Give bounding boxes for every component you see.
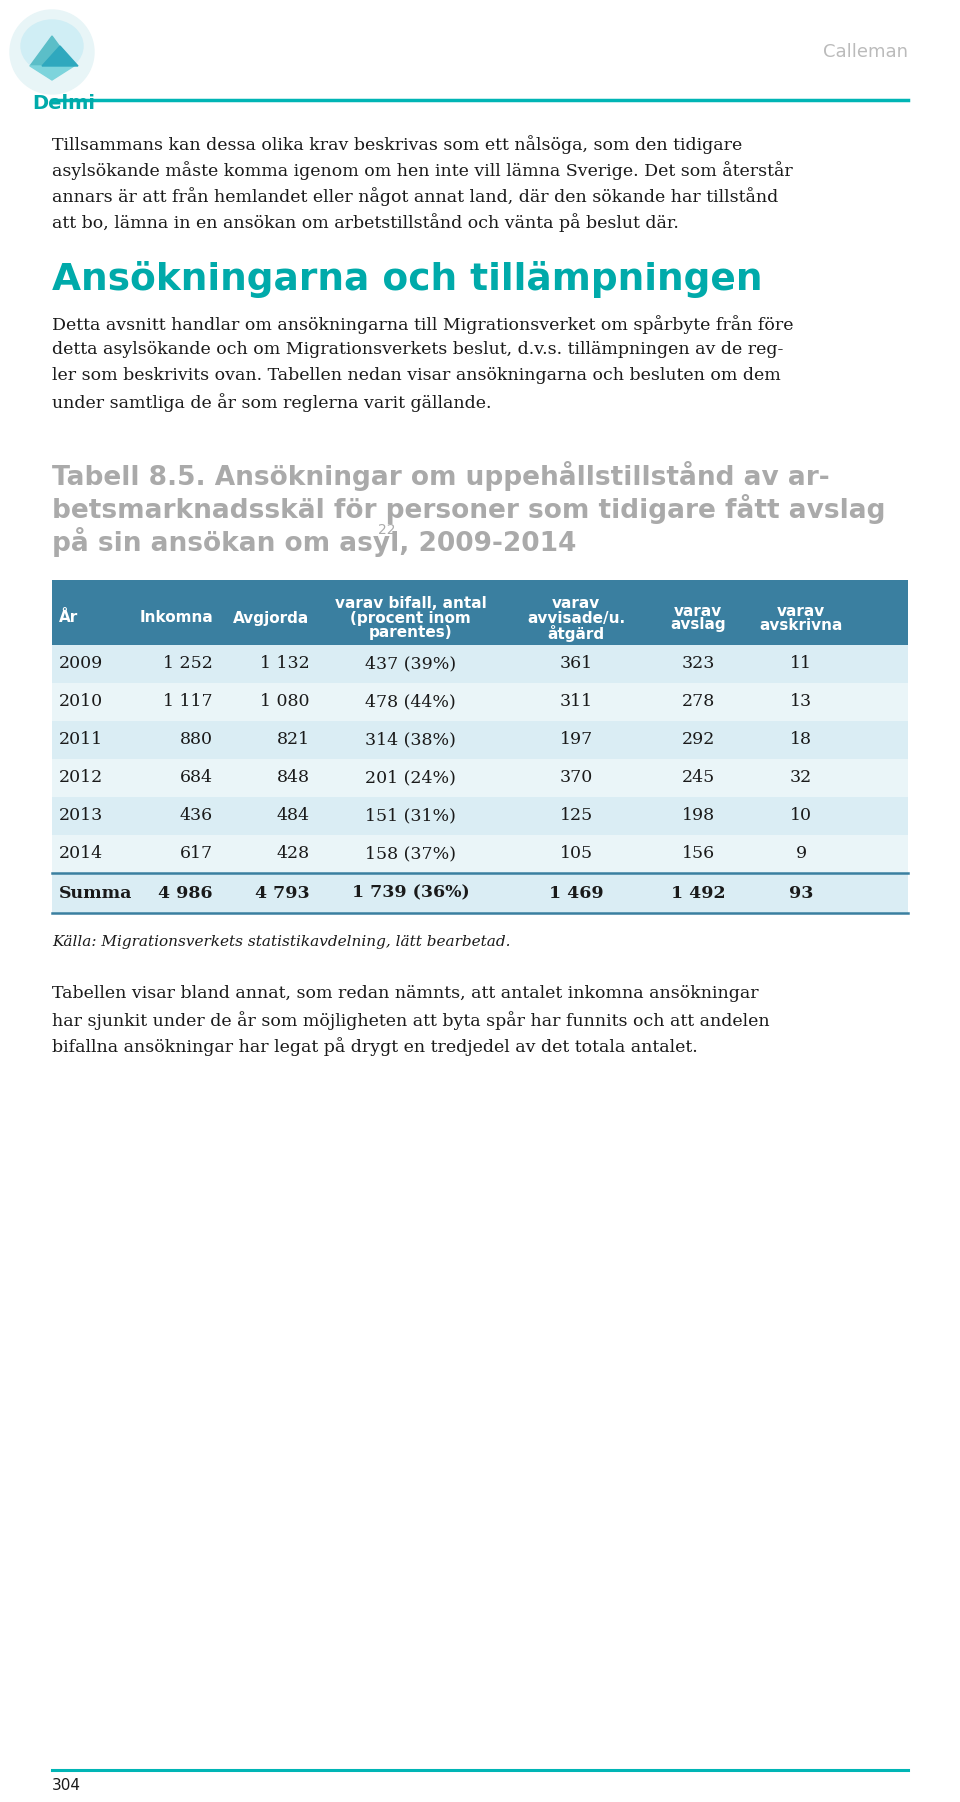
- Bar: [52, 759, 908, 796]
- Text: varav: varav: [552, 596, 600, 611]
- Text: 1 469: 1 469: [549, 885, 604, 901]
- Text: asylsökande måste komma igenom om hen inte vill lämna Sverige. Det som återstår: asylsökande måste komma igenom om hen in…: [52, 160, 793, 180]
- Text: 1 739 (36%): 1 739 (36%): [352, 885, 469, 901]
- Text: varav: varav: [674, 604, 723, 618]
- Bar: [52, 683, 908, 721]
- Text: Tabell 8.5. Ansökningar om uppehållstillstånd av ar-: Tabell 8.5. Ansökningar om uppehållstill…: [52, 461, 829, 490]
- Text: avskrivna: avskrivna: [759, 618, 843, 633]
- Text: 2012: 2012: [59, 769, 104, 786]
- Text: Delmi: Delmi: [32, 94, 95, 114]
- Text: 1 252: 1 252: [163, 656, 213, 672]
- Text: Tillsammans kan dessa olika krav beskrivas som ett nålsöga, som den tidigare: Tillsammans kan dessa olika krav beskriv…: [52, 135, 742, 153]
- Bar: [52, 834, 908, 872]
- Text: 2013: 2013: [59, 807, 104, 825]
- Text: 158 (37%): 158 (37%): [365, 845, 456, 863]
- Text: bifallna ansökningar har legat på drygt en tredjedel av det totala antalet.: bifallna ansökningar har legat på drygt …: [52, 1036, 698, 1056]
- Text: har sjunkit under de år som möjligheten att byta spår har funnits och att andele: har sjunkit under de år som möjligheten …: [52, 1011, 770, 1031]
- Text: 1 080: 1 080: [260, 694, 310, 710]
- Text: 198: 198: [682, 807, 715, 825]
- Text: 848: 848: [276, 769, 310, 786]
- Text: 304: 304: [52, 1779, 81, 1793]
- Text: Calleman: Calleman: [823, 43, 908, 61]
- Text: 1 117: 1 117: [163, 694, 213, 710]
- Text: 2009: 2009: [59, 656, 104, 672]
- Text: 201 (24%): 201 (24%): [365, 769, 456, 786]
- Text: ler som beskrivits ovan. Tabellen nedan visar ansökningarna och besluten om dem: ler som beskrivits ovan. Tabellen nedan …: [52, 368, 780, 384]
- Text: 10: 10: [790, 807, 812, 825]
- Text: annars är att från hemlandet eller något annat land, där den sökande har tillstå: annars är att från hemlandet eller något…: [52, 187, 779, 205]
- Text: 1 492: 1 492: [671, 885, 726, 901]
- Text: 125: 125: [560, 807, 593, 825]
- Text: 2010: 2010: [59, 694, 103, 710]
- Text: 314 (38%): 314 (38%): [365, 732, 456, 748]
- Polygon shape: [30, 36, 74, 67]
- Text: 2011: 2011: [59, 732, 103, 748]
- Text: 245: 245: [682, 769, 715, 786]
- Bar: [52, 872, 908, 914]
- Ellipse shape: [21, 20, 83, 72]
- Text: 18: 18: [790, 732, 812, 748]
- Polygon shape: [42, 47, 78, 67]
- Text: åtgärd: åtgärd: [548, 625, 605, 642]
- Text: 880: 880: [180, 732, 213, 748]
- Text: 13: 13: [790, 694, 812, 710]
- Polygon shape: [30, 67, 74, 79]
- Text: att bo, lämna in en ansökan om arbetstillstånd och vänta på beslut där.: att bo, lämna in en ansökan om arbetstil…: [52, 213, 679, 232]
- Text: 278: 278: [682, 694, 715, 710]
- Text: 1 132: 1 132: [260, 656, 310, 672]
- Text: 22: 22: [378, 523, 396, 537]
- Text: Ansökningarna och tillämpningen: Ansökningarna och tillämpningen: [52, 261, 762, 297]
- Text: 484: 484: [276, 807, 310, 825]
- Text: Tabellen visar bland annat, som redan nämnts, att antalet inkomna ansökningar: Tabellen visar bland annat, som redan nä…: [52, 986, 758, 1002]
- Text: 361: 361: [560, 656, 593, 672]
- Text: under samtliga de år som reglerna varit gällande.: under samtliga de år som reglerna varit …: [52, 393, 492, 413]
- Text: 151 (31%): 151 (31%): [365, 807, 456, 825]
- Text: avslag: avslag: [670, 618, 726, 633]
- Text: År: År: [59, 611, 79, 625]
- Text: 323: 323: [682, 656, 715, 672]
- Text: (procent inom: (procent inom: [350, 611, 471, 625]
- Bar: [52, 721, 908, 759]
- Text: 9: 9: [796, 845, 806, 863]
- Text: avvisade/u.: avvisade/u.: [527, 611, 625, 625]
- Text: 93: 93: [789, 885, 813, 901]
- Text: parentes): parentes): [369, 625, 452, 640]
- Text: 684: 684: [180, 769, 213, 786]
- Text: 437 (39%): 437 (39%): [365, 656, 456, 672]
- Text: 617: 617: [180, 845, 213, 863]
- Text: Summa: Summa: [59, 885, 132, 901]
- Text: på sin ansökan om asyl, 2009-2014: på sin ansökan om asyl, 2009-2014: [52, 526, 576, 557]
- Text: 11: 11: [790, 656, 812, 672]
- Circle shape: [10, 11, 94, 94]
- Text: betsmarknadsskäl för personer som tidigare fått avslag: betsmarknadsskäl för personer som tidiga…: [52, 494, 885, 524]
- Text: 428: 428: [276, 845, 310, 863]
- Bar: [52, 796, 908, 834]
- Text: 4 793: 4 793: [255, 885, 310, 901]
- Text: 197: 197: [560, 732, 593, 748]
- Text: 32: 32: [790, 769, 812, 786]
- Text: 821: 821: [276, 732, 310, 748]
- Text: Detta avsnitt handlar om ansökningarna till Migrationsverket om spårbyte från fö: Detta avsnitt handlar om ansökningarna t…: [52, 315, 794, 333]
- Text: 2014: 2014: [59, 845, 103, 863]
- Text: varav: varav: [777, 604, 826, 618]
- Text: detta asylsökande och om Migrationsverkets beslut, d.v.s. tillämpningen av de re: detta asylsökande och om Migrationsverke…: [52, 341, 783, 359]
- Text: varav bifall, antal: varav bifall, antal: [335, 596, 487, 611]
- Text: 436: 436: [180, 807, 213, 825]
- Text: Källa: Migrationsverkets statistikavdelning, lätt bearbetad.: Källa: Migrationsverkets statistikavdeln…: [52, 935, 511, 950]
- Bar: [52, 580, 908, 645]
- Bar: [52, 645, 908, 683]
- Text: 292: 292: [682, 732, 715, 748]
- Text: Avgjorda: Avgjorda: [233, 611, 310, 625]
- Text: 311: 311: [560, 694, 593, 710]
- Text: 4 986: 4 986: [158, 885, 213, 901]
- Text: 370: 370: [560, 769, 593, 786]
- Text: 156: 156: [682, 845, 715, 863]
- Text: 478 (44%): 478 (44%): [366, 694, 456, 710]
- Text: Inkomna: Inkomna: [139, 611, 213, 625]
- Text: 105: 105: [560, 845, 593, 863]
